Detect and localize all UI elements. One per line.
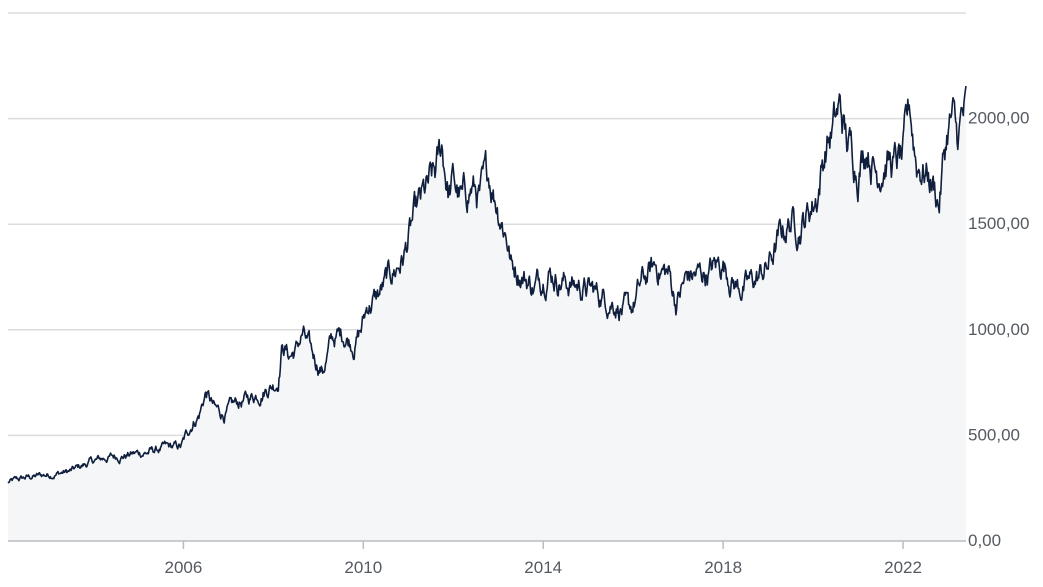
x-tick-label: 2010 [344,558,382,577]
y-tick-label: 0,00 [968,531,1001,550]
x-tick-label: 2006 [164,558,202,577]
area-fill-layer [8,86,966,541]
x-tick-labels: 2006 2010 2014 2018 2022 [164,558,921,577]
series-area [8,86,966,541]
x-axis [8,540,966,549]
y-tick-label: 1000,00 [968,320,1029,339]
y-tick-label: 1500,00 [968,214,1029,233]
y-tick-label: 2000,00 [968,109,1029,128]
y-tick-label: 500,00 [968,425,1020,444]
series-line [7,85,967,484]
x-tick-label: 2018 [704,558,742,577]
x-tick-label: 2022 [884,558,922,577]
series-line-layer [7,85,967,484]
y-tick-labels: 0,00 500,00 1000,00 1500,00 2000,00 [968,109,1029,550]
x-tick-label: 2014 [524,558,562,577]
